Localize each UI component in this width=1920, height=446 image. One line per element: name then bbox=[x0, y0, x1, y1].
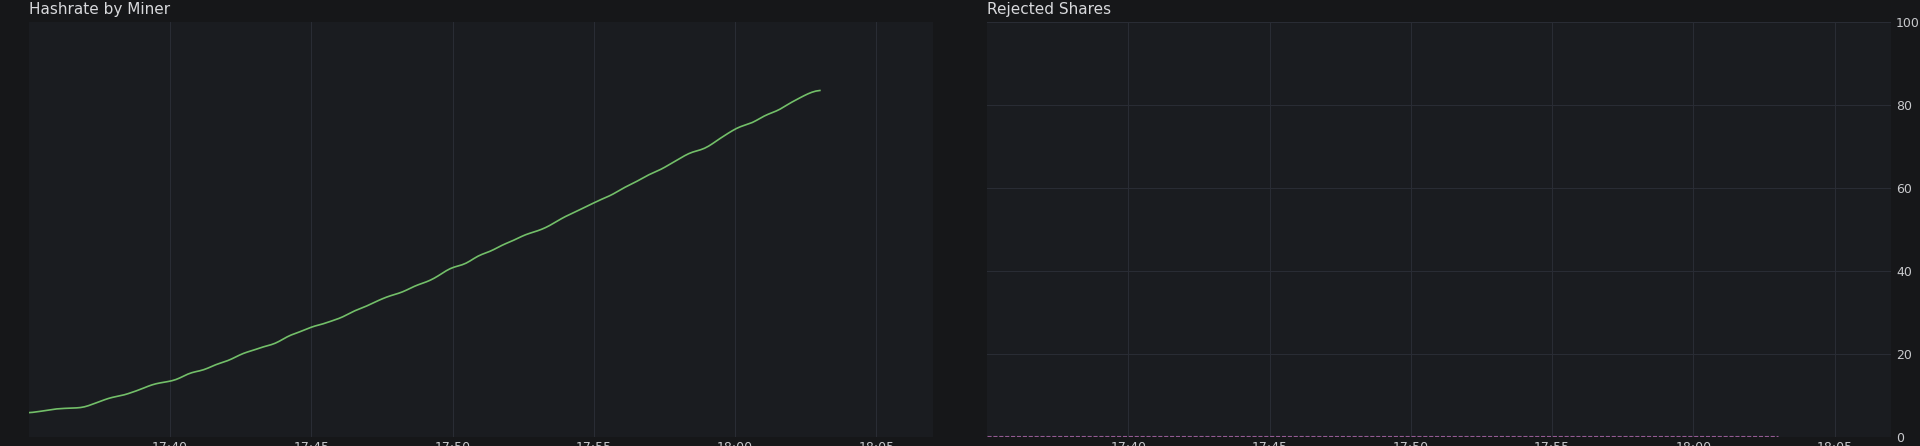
Text: Hashrate by Miner: Hashrate by Miner bbox=[29, 2, 171, 17]
Text: Rejected Shares: Rejected Shares bbox=[987, 2, 1112, 17]
